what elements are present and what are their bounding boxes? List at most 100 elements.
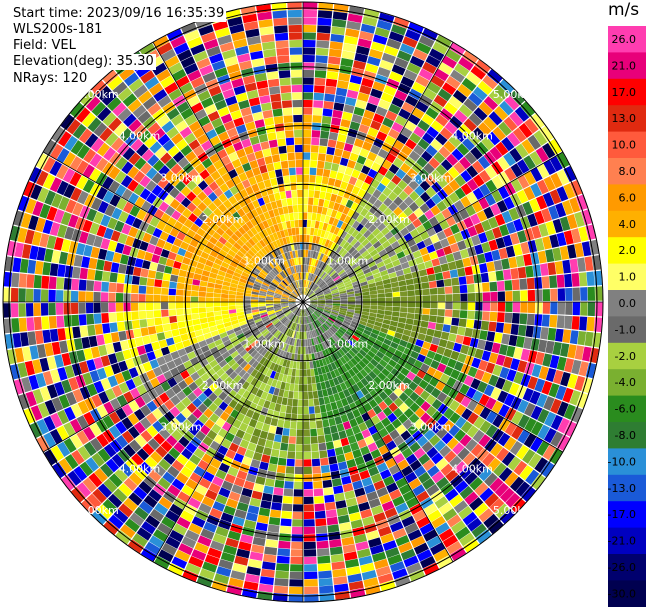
velocity-gate (276, 312, 284, 317)
velocity-gate (303, 316, 306, 325)
velocity-gate (330, 242, 337, 250)
velocity-gate (223, 189, 234, 199)
velocity-gate (534, 457, 548, 473)
velocity-gate (33, 303, 41, 317)
velocity-gate (392, 291, 400, 297)
velocity-gate (317, 294, 324, 298)
velocity-gate (333, 235, 340, 244)
velocity-gate (168, 288, 177, 296)
velocity-gate (170, 163, 182, 175)
velocity-gate (459, 466, 473, 480)
velocity-gate (323, 341, 330, 349)
velocity-gate (181, 484, 195, 497)
velocity-gate (398, 108, 411, 120)
velocity-gate (35, 330, 44, 345)
velocity-gate (68, 241, 79, 254)
velocity-gate (426, 244, 436, 254)
velocity-gate (231, 78, 244, 88)
velocity-gate (284, 382, 291, 391)
velocity-gate (581, 377, 593, 394)
velocity-gate (287, 285, 293, 292)
velocity-gate (303, 436, 311, 445)
velocity-gate (43, 139, 57, 156)
velocity-gate (269, 86, 281, 95)
velocity-gate (403, 555, 419, 568)
velocity-gate (127, 166, 140, 179)
velocity-gate (442, 508, 458, 522)
velocity-gate (121, 417, 134, 430)
velocity-gate (412, 81, 426, 94)
velocity-gate (347, 291, 355, 295)
velocity-gate (312, 284, 318, 291)
velocity-gate (556, 152, 570, 169)
velocity-gate (196, 353, 206, 362)
velocity-gate (330, 312, 338, 317)
velocity-gate (348, 217, 356, 227)
velocity-gate (321, 333, 328, 341)
velocity-gate (253, 352, 261, 360)
velocity-gate (300, 309, 303, 317)
velocity-gate (375, 280, 384, 287)
velocity-gate (215, 27, 231, 39)
velocity-gate (282, 503, 293, 512)
velocity-gate (131, 275, 140, 285)
velocity-gate (108, 166, 121, 180)
velocity-gate (230, 570, 246, 581)
velocity-gate (343, 344, 351, 352)
velocity-gate (407, 302, 416, 308)
velocity-gate (315, 375, 321, 384)
velocity-gate (464, 327, 473, 338)
velocity-gate (265, 298, 274, 301)
velocity-gate (402, 174, 413, 185)
velocity-gate (307, 290, 313, 297)
velocity-gate (343, 252, 351, 260)
velocity-gate (319, 317, 325, 323)
velocity-gate (111, 363, 121, 375)
velocity-gate (292, 107, 303, 115)
velocity-gate (415, 42, 432, 55)
velocity-gate (299, 287, 302, 295)
velocity-gate (255, 344, 263, 352)
velocity-gate (398, 280, 407, 287)
velocity-gate (403, 69, 418, 81)
velocity-gate (268, 386, 276, 395)
velocity-gate (360, 562, 375, 573)
velocity-gate (344, 379, 352, 389)
velocity-gate (288, 391, 294, 399)
velocity-gate (235, 298, 244, 302)
velocity-gate (273, 319, 280, 326)
velocity-gate (313, 488, 324, 497)
velocity-gate (335, 141, 345, 150)
velocity-gate (150, 451, 163, 464)
velocity-gate (378, 427, 389, 438)
velocity-gate (185, 529, 200, 542)
velocity-gate (259, 430, 269, 440)
velocity-gate (10, 287, 19, 302)
velocity-gate (362, 452, 373, 463)
velocity-gate (123, 72, 139, 87)
velocity-gate (542, 192, 555, 207)
velocity-gate (233, 374, 242, 384)
velocity-gate (570, 406, 583, 423)
velocity-gate (332, 11, 348, 21)
velocity-gate (338, 311, 347, 316)
velocity-gate (323, 487, 334, 496)
velocity-gate (276, 264, 283, 272)
velocity-gate (117, 107, 132, 122)
velocity-gate (324, 348, 331, 357)
velocity-gate (193, 362, 203, 372)
velocity-gate (223, 339, 232, 347)
velocity-gate (316, 319, 322, 326)
velocity-gate (314, 287, 321, 293)
velocity-gate (219, 331, 228, 339)
velocity-gate (567, 373, 578, 389)
velocity-gate (260, 269, 268, 276)
velocity-gate (383, 85, 397, 97)
velocity-gate (49, 222, 61, 236)
colorbar-tick: 21.0 (612, 59, 637, 72)
velocity-gate (289, 579, 303, 587)
velocity-gate (303, 137, 311, 145)
velocity-gate (158, 415, 170, 428)
velocity-gate (279, 230, 286, 238)
velocity-gate (278, 145, 287, 154)
